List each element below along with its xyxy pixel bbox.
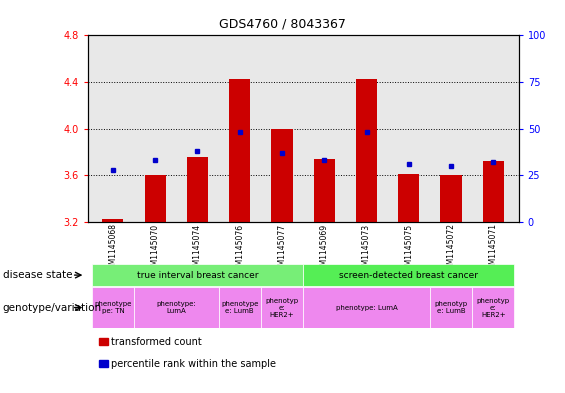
Bar — [303, 287, 430, 328]
Text: phenotype
e: LumB: phenotype e: LumB — [221, 301, 258, 314]
Text: phenotyp
e:
HER2+: phenotyp e: HER2+ — [266, 298, 298, 318]
Text: true interval breast cancer: true interval breast cancer — [137, 271, 258, 279]
Bar — [134, 287, 219, 328]
Bar — [92, 264, 303, 286]
Bar — [261, 287, 303, 328]
Text: percentile rank within the sample: percentile rank within the sample — [111, 358, 276, 369]
Bar — [314, 159, 335, 222]
Text: phenotype:
LumA: phenotype: LumA — [157, 301, 196, 314]
Bar — [92, 287, 134, 328]
Bar — [219, 287, 261, 328]
Bar — [441, 175, 462, 222]
Bar — [356, 79, 377, 222]
Bar — [472, 287, 515, 328]
Text: disease state: disease state — [3, 270, 72, 280]
Bar — [99, 338, 108, 345]
Bar — [430, 287, 472, 328]
Text: phenotyp
e:
HER2+: phenotyp e: HER2+ — [477, 298, 510, 318]
Text: transformed count: transformed count — [111, 337, 202, 347]
Bar — [145, 175, 166, 222]
Text: phenotype: LumA: phenotype: LumA — [336, 305, 397, 310]
Bar — [483, 162, 504, 222]
Text: GDS4760 / 8043367: GDS4760 / 8043367 — [219, 18, 346, 31]
Bar — [271, 129, 293, 222]
Text: screen-detected breast cancer: screen-detected breast cancer — [340, 271, 479, 279]
Bar — [229, 79, 250, 222]
Text: genotype/variation: genotype/variation — [3, 303, 102, 312]
Text: phenotype
pe: TN: phenotype pe: TN — [94, 301, 132, 314]
Bar — [187, 157, 208, 222]
Bar — [99, 360, 108, 367]
Bar — [303, 264, 515, 286]
Bar — [398, 174, 419, 222]
Bar — [102, 219, 124, 222]
Text: phenotyp
e: LumB: phenotyp e: LumB — [434, 301, 468, 314]
